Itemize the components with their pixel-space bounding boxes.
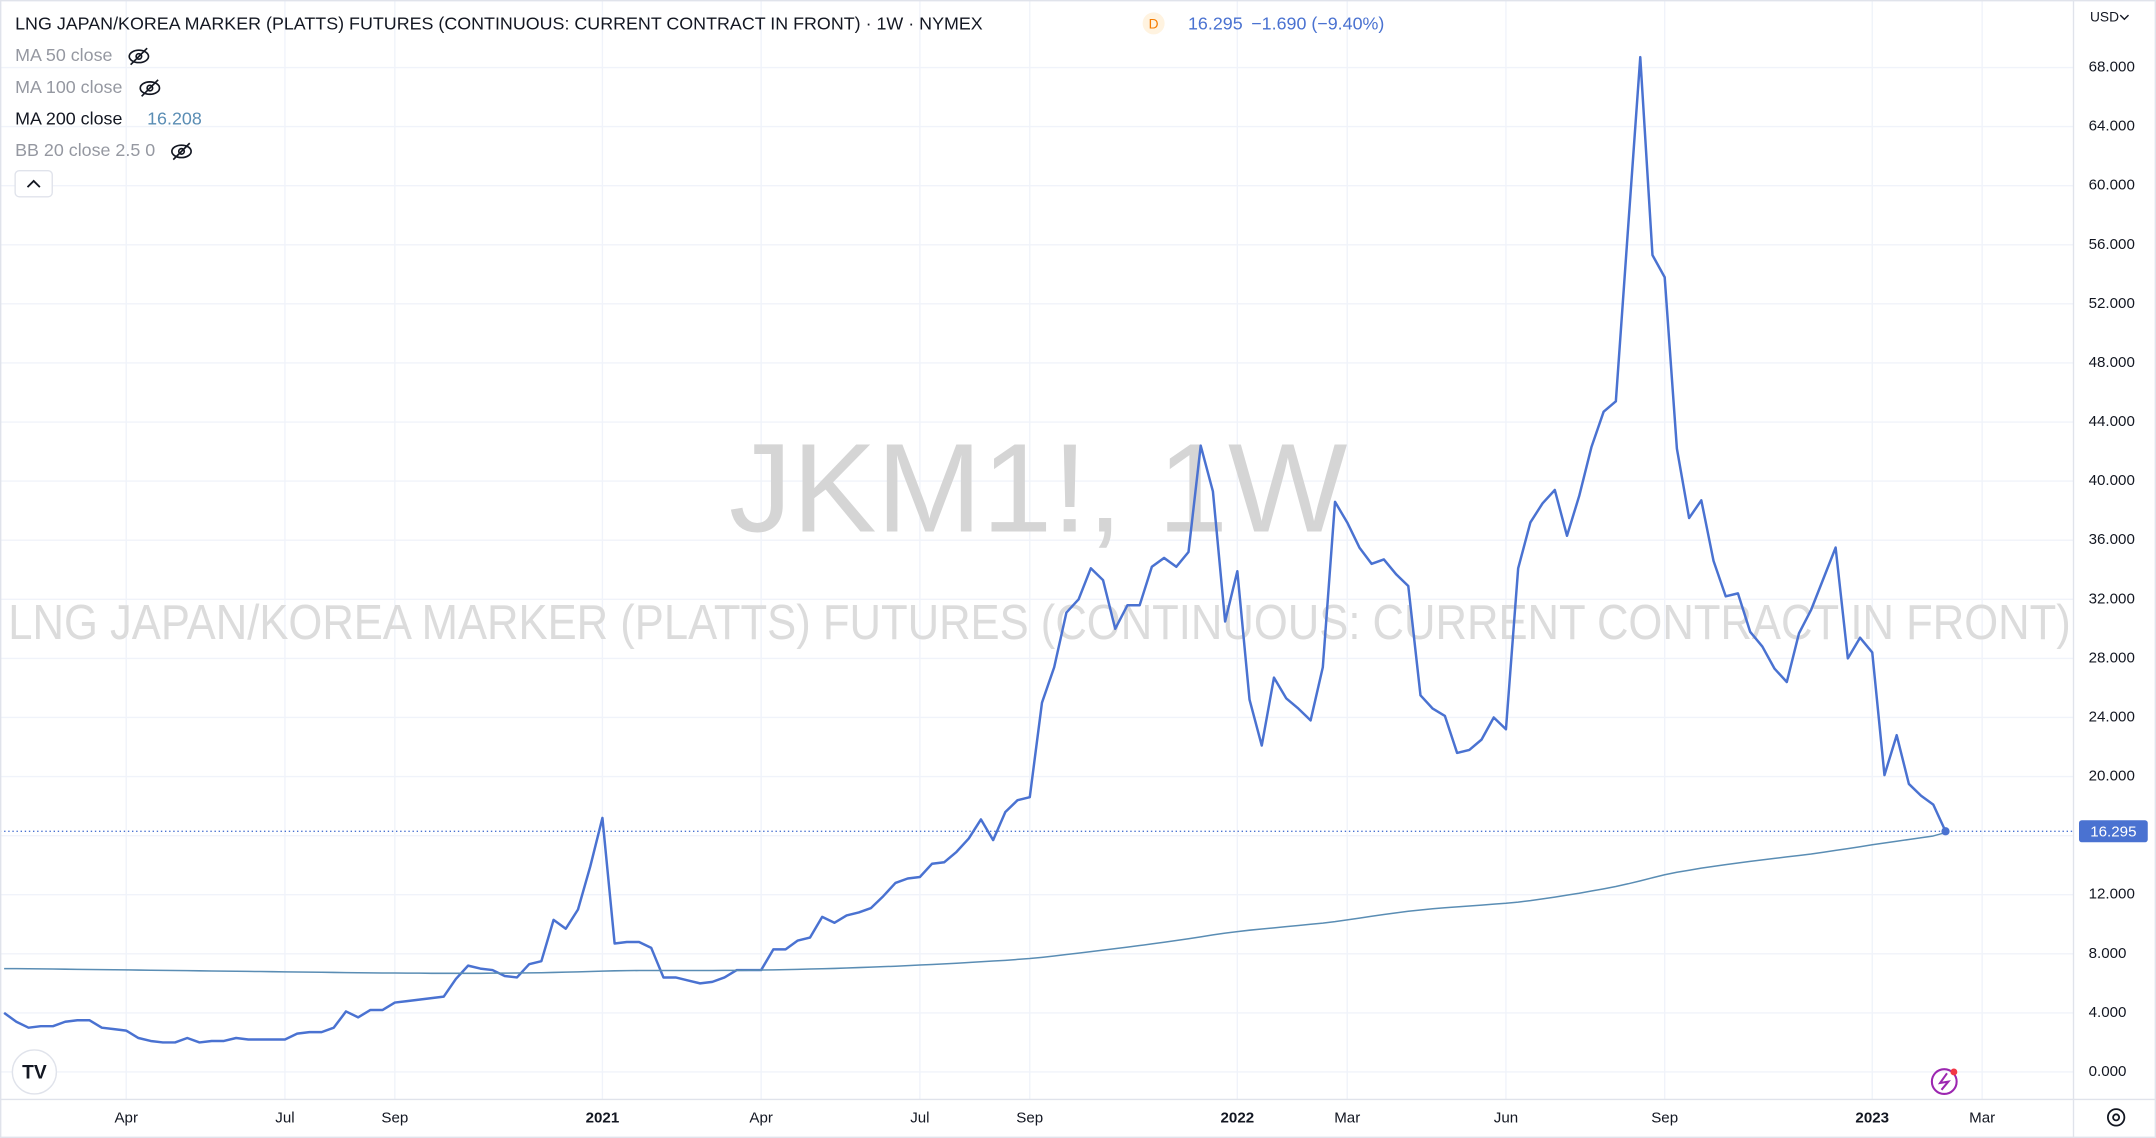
collapse-button[interactable] xyxy=(14,169,53,198)
caret xyxy=(2119,14,2129,21)
last-point xyxy=(1941,827,1950,836)
eye-off-icon[interactable] xyxy=(139,79,161,97)
price-tag xyxy=(2079,820,2148,843)
grid xyxy=(0,0,2074,1100)
x-tick-label: Mar xyxy=(1969,1110,1995,1127)
indicator-label: MA 100 close xyxy=(15,77,122,97)
x-tick-label: Sep xyxy=(1016,1110,1043,1127)
indicator-label: MA 200 close xyxy=(15,108,122,128)
y-tick-label: 52.000 xyxy=(2089,295,2135,312)
settings-icon[interactable] xyxy=(2106,1108,2126,1127)
interval-badge: D xyxy=(1149,16,1159,31)
tv-logo[interactable]: TV xyxy=(11,1049,58,1095)
x-tick-label: Jun xyxy=(1494,1110,1518,1127)
y-tick-label: 40.000 xyxy=(2089,472,2135,489)
x-tick-label: Apr xyxy=(114,1110,138,1127)
price-line xyxy=(3,55,1947,1044)
x-tick-label: Sep xyxy=(381,1110,408,1127)
hidden-icons xyxy=(128,47,192,161)
y-tick-label: 32.000 xyxy=(2089,590,2135,607)
x-tick-label: Mar xyxy=(1334,1110,1360,1127)
y-tick-label: 12.000 xyxy=(2089,886,2135,903)
badge xyxy=(1142,12,1165,35)
chart-title: LNG JAPAN/KOREA MARKER (PLATTS) FUTURES … xyxy=(15,13,983,33)
y-tick-label: 24.000 xyxy=(2089,708,2135,725)
y-tick-label: 60.000 xyxy=(2089,177,2135,194)
svg-text:TV: TV xyxy=(22,1062,47,1083)
eye-off-icon[interactable] xyxy=(128,47,150,66)
y-tick-label: 4.000 xyxy=(2089,1004,2127,1021)
x-tick-label: Sep xyxy=(1651,1110,1678,1127)
indicator-value: 16.208 xyxy=(147,108,202,128)
ma-line xyxy=(4,831,1946,975)
y-tick-label: 48.000 xyxy=(2089,354,2135,371)
y-tick-label: 8.000 xyxy=(2089,945,2127,962)
x-tick-label: 2022 xyxy=(1221,1110,1255,1127)
currency[interactable]: USD xyxy=(2090,10,2119,25)
y-tick-label: 20.000 xyxy=(2089,768,2135,785)
price-change: −1.690 (−9.40%) xyxy=(1251,13,1384,33)
x-tick-label: Jul xyxy=(275,1110,294,1127)
watermark-name: LNG JAPAN/KOREA MARKER (PLATTS) FUTURES … xyxy=(8,595,2071,650)
y-tick-label: 64.000 xyxy=(2089,118,2135,135)
indicator-label: MA 50 close xyxy=(15,45,112,65)
y-tick-label: 0.000 xyxy=(2089,1063,2127,1080)
price-tag-label: 16.295 xyxy=(2090,824,2136,841)
x-tick-label: 2023 xyxy=(1855,1110,1889,1127)
plot xyxy=(0,55,2074,1044)
watermark-symbol: JKM1!, 1W xyxy=(729,417,1347,559)
last-price: 16.295 xyxy=(1188,13,1243,33)
x-tick-label: 2021 xyxy=(586,1110,620,1127)
y-tick-label: 68.000 xyxy=(2089,59,2135,76)
lightning-icon[interactable] xyxy=(1930,1068,1958,1095)
x-tick-label: Jul xyxy=(910,1110,929,1127)
y-tick-label: 28.000 xyxy=(2089,649,2135,666)
y-tick-label: 56.000 xyxy=(2089,236,2135,253)
x-tick-label: Apr xyxy=(749,1110,773,1127)
eye-off-icon[interactable] xyxy=(171,142,192,161)
indicator-label: BB 20 close 2.5 0 xyxy=(15,140,155,160)
y-tick-label: 36.000 xyxy=(2089,531,2135,548)
y-tick-label: 44.000 xyxy=(2089,413,2135,430)
